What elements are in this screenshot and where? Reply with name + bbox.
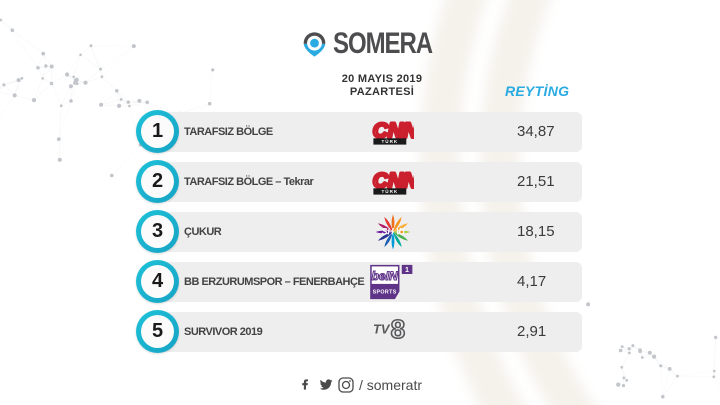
svg-text:8: 8 [391, 314, 406, 344]
svg-text:1: 1 [405, 265, 409, 274]
svg-text:TÜRK: TÜRK [381, 188, 398, 194]
svg-text:TV: TV [373, 321, 391, 336]
svg-text:TÜRK: TÜRK [381, 138, 398, 144]
svg-text:SPORTS: SPORTS [373, 289, 397, 295]
svg-text:beIN: beIN [371, 269, 398, 283]
